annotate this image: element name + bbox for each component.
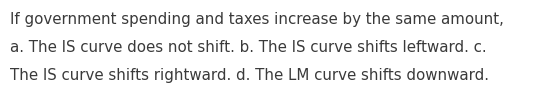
- Text: The IS curve shifts rightward. d. The LM curve shifts downward.: The IS curve shifts rightward. d. The LM…: [10, 68, 489, 83]
- Text: a. The IS curve does not shift. b. The IS curve shifts leftward. c.: a. The IS curve does not shift. b. The I…: [10, 40, 487, 55]
- Text: If government spending and taxes increase by the same amount,: If government spending and taxes increas…: [10, 12, 504, 27]
